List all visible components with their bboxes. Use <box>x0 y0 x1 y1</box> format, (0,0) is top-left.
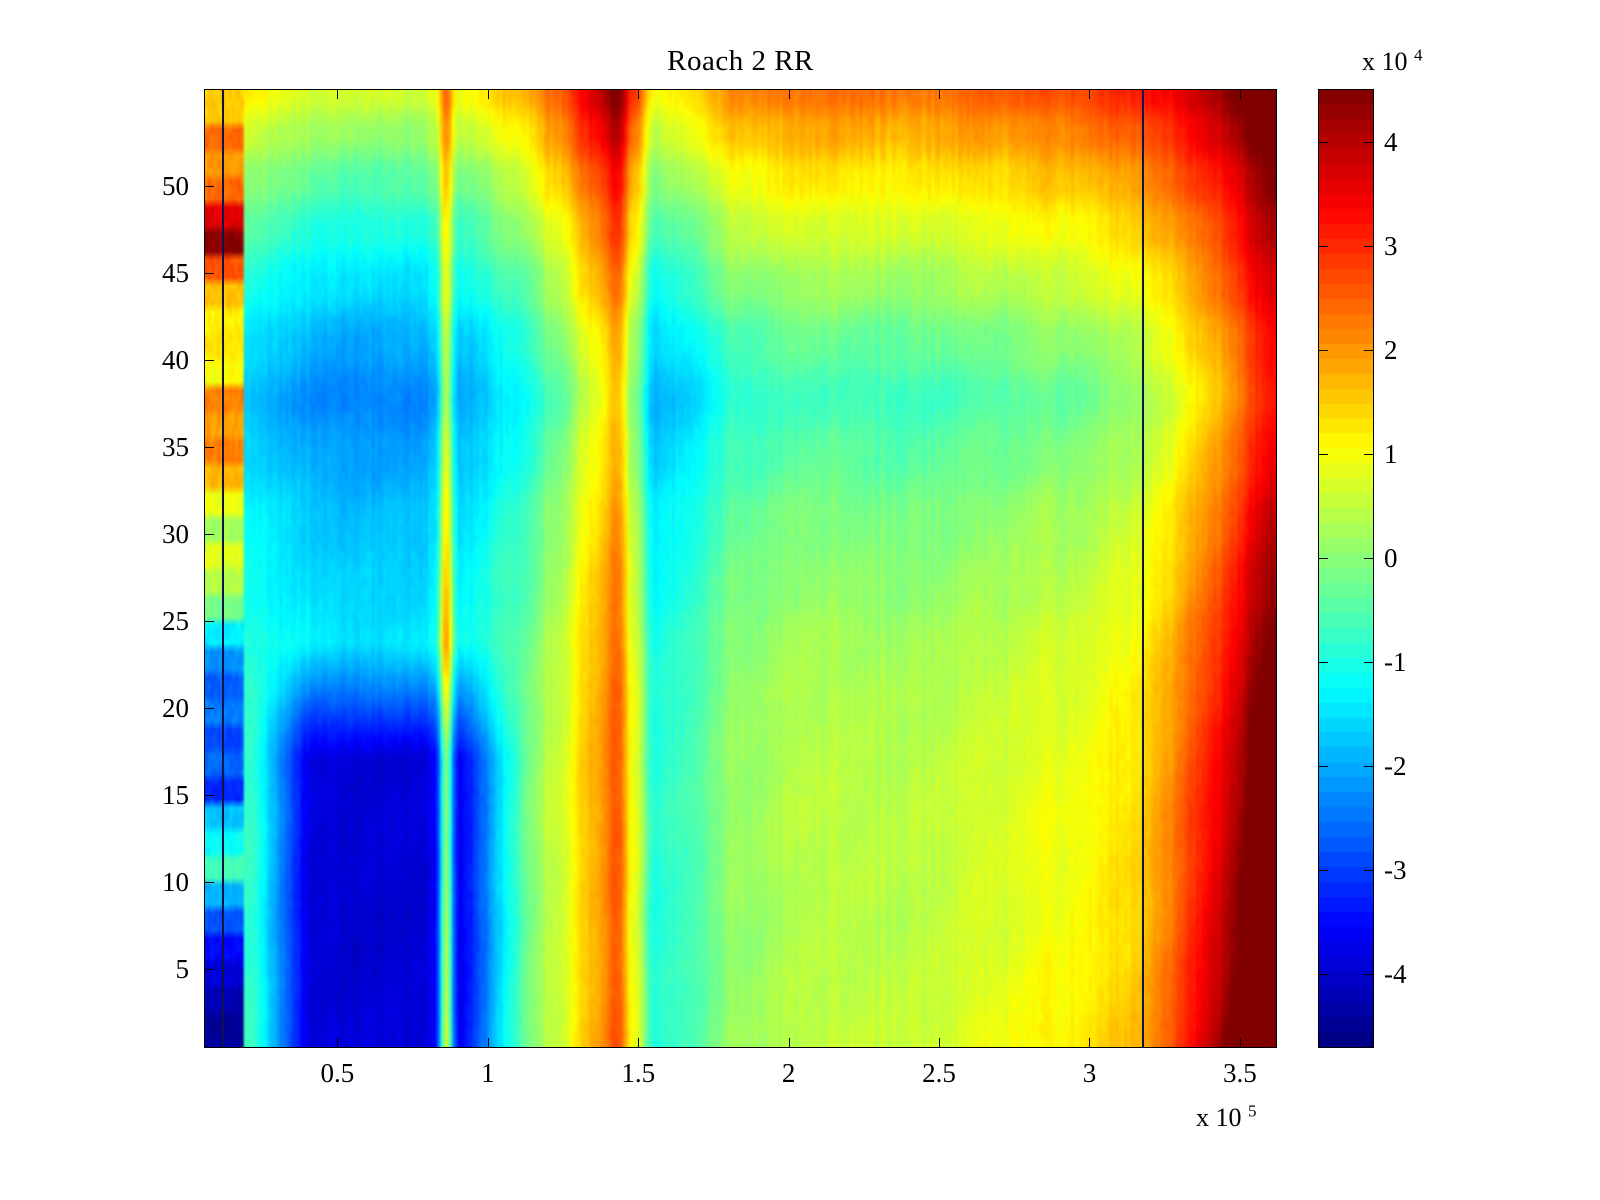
colorbar-tick-label: -2 <box>1384 751 1407 782</box>
x-tick-label: 1 <box>481 1058 495 1088</box>
colorbar-tick-label: 0 <box>1384 543 1398 574</box>
colorbar-tick-label: 2 <box>1384 335 1398 366</box>
colorbar-tick-mark <box>1319 974 1328 976</box>
heatmap-axes[interactable] <box>204 89 1277 1048</box>
colorbar-tick-mark <box>1364 454 1373 456</box>
colorbar[interactable] <box>1318 89 1374 1048</box>
colorbar-tick-label: -3 <box>1384 855 1407 886</box>
y-tick-mark <box>205 707 214 709</box>
y-tick-label: 10 <box>162 866 189 897</box>
colorbar-tick-mark <box>1364 350 1373 352</box>
y-tick-label: 35 <box>162 431 189 462</box>
x-tick-label: 2.5 <box>922 1058 956 1088</box>
x-tick-mark <box>1089 1038 1091 1047</box>
colorbar-tick-label: -4 <box>1384 959 1407 990</box>
y-tick-label: 45 <box>162 257 189 288</box>
colorbar-tick-mark <box>1364 974 1373 976</box>
x-tick-label: 3 <box>1082 1058 1097 1088</box>
x-tick-label: 3.5 <box>1223 1058 1257 1088</box>
colorbar-tick-mark <box>1319 558 1328 560</box>
x-tick-label: 2 <box>781 1058 796 1088</box>
x-tick-mark-top <box>487 90 489 99</box>
colorbar-tick-mark <box>1364 558 1373 560</box>
x-tick-mark-top <box>1089 90 1091 99</box>
colorbar-tick-mark <box>1319 142 1328 143</box>
colorbar-tick-mark <box>1319 246 1328 248</box>
colorbar-tick-mark <box>1319 350 1328 352</box>
colorbar-tick-label: 4 <box>1384 127 1398 157</box>
x-tick-mark-top <box>638 90 640 99</box>
colorbar-tick-mark <box>1364 870 1373 872</box>
y-tick-label: 5 <box>175 953 190 984</box>
y-tick-mark <box>205 968 214 970</box>
colorbar-tick-mark <box>1364 246 1373 248</box>
y-tick-mark <box>205 272 214 274</box>
colorbar-tick-mark <box>1319 870 1328 872</box>
y-tick-label: 25 <box>162 605 189 636</box>
y-tick-mark <box>205 620 214 622</box>
y-tick-label: 20 <box>162 692 189 723</box>
x-tick-mark-top <box>337 90 339 99</box>
x-tick-label: 0.5 <box>320 1058 355 1088</box>
x-tick-mark <box>939 1038 941 1047</box>
y-tick-label: 50 <box>162 170 189 201</box>
y-tick-label: 30 <box>162 518 189 549</box>
heatmap-image[interactable] <box>205 90 1276 1047</box>
vertical-marker-line <box>1142 90 1145 1047</box>
x-tick-mark <box>1239 1038 1241 1047</box>
y-tick-mark <box>205 185 214 187</box>
x-axis-exponent-label: x 10 5 <box>1196 1101 1257 1132</box>
colorbar-tick-label: -1 <box>1384 647 1407 678</box>
y-tick-mark <box>205 794 214 796</box>
colorbar-tick-mark <box>1319 662 1328 664</box>
y-tick-mark <box>205 533 214 535</box>
x-tick-mark-top <box>788 90 790 99</box>
colorbar-tick-label: 3 <box>1384 231 1398 262</box>
x-tick-mark-top <box>1239 90 1241 99</box>
colorbar-tick-mark <box>1364 142 1373 143</box>
x-tick-label: 1.5 <box>621 1058 656 1088</box>
colorbar-gradient <box>1319 90 1373 1047</box>
y-tick-mark <box>205 359 214 361</box>
vertical-marker-line <box>221 90 224 1047</box>
y-tick-label: 40 <box>162 344 189 375</box>
colorbar-tick-mark <box>1364 662 1373 664</box>
page-title: Roach 2 RR <box>667 45 814 77</box>
colorbar-tick-mark <box>1364 766 1373 768</box>
x-tick-mark <box>788 1038 790 1047</box>
y-tick-mark <box>205 881 214 883</box>
y-tick-label: 15 <box>162 779 189 810</box>
x-tick-mark <box>337 1038 339 1047</box>
colorbar-tick-mark <box>1319 454 1328 456</box>
y-tick-mark <box>205 446 214 448</box>
colorbar-exponent-label: x 10 4 <box>1362 45 1423 76</box>
x-tick-mark-top <box>939 90 941 99</box>
x-tick-mark <box>638 1038 640 1047</box>
x-tick-mark <box>487 1038 489 1047</box>
colorbar-tick-label: 1 <box>1384 439 1398 470</box>
colorbar-tick-mark <box>1319 766 1328 768</box>
